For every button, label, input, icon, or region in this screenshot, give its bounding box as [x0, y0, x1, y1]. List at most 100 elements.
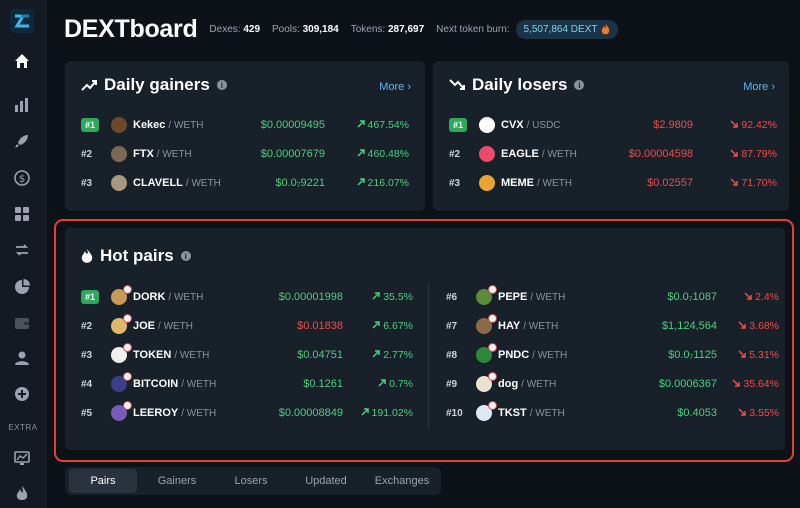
token-price: $0.00001998	[278, 291, 343, 303]
pair-row[interactable]: #3 TOKEN / WETH $0.04751 2.77%	[81, 343, 413, 366]
info-icon[interactable]: i	[180, 251, 191, 261]
tab-losers[interactable]: Losers	[234, 475, 268, 487]
hot-badge-icon	[488, 285, 497, 294]
token-symbol: FTX	[133, 148, 154, 160]
pair-row[interactable]: #3 CLAVELL / WETH $0.0₇9221 216.07%	[81, 172, 409, 194]
token-price: $0.00009495	[260, 119, 325, 131]
token-logo-icon	[476, 401, 497, 421]
quote-token: / WETH	[168, 119, 204, 131]
token-logo-icon	[476, 343, 497, 363]
arrow-down-icon	[730, 149, 739, 157]
header: DEXTboard Dexes: 429 Pools: 309,184 Toke…	[64, 12, 619, 46]
tab-updated[interactable]: Updated	[305, 475, 347, 487]
pair-rank: #10	[446, 407, 463, 419]
burn-badge[interactable]: 5,507,864 DEXT	[515, 19, 619, 39]
token-symbol: TOKEN	[133, 349, 172, 361]
token-symbol: TKST	[498, 407, 527, 419]
plus-icon[interactable]	[11, 383, 33, 405]
pair-row[interactable]: #7 HAY / WETH $1,124,564 3.68%	[446, 314, 779, 337]
quote-token: / WETH	[541, 148, 577, 160]
quote-token: / USDC	[526, 119, 561, 131]
info-icon[interactable]: i	[216, 80, 227, 90]
token-symbol: dog	[498, 378, 519, 390]
price-change: 216.07%	[357, 177, 409, 189]
price-change: 35.64%	[732, 378, 779, 390]
pair-rank: #1	[81, 290, 111, 304]
info-icon[interactable]: i	[574, 80, 585, 90]
pair-rank: #3	[449, 177, 461, 189]
token-price: $0.00004598	[628, 148, 693, 160]
token-symbol: JOE	[133, 320, 156, 332]
arrow-down-icon	[730, 178, 739, 186]
quote-token: / WETH	[158, 320, 194, 332]
wallet-icon[interactable]	[11, 312, 33, 334]
pair-row[interactable]: #1 Kekec / WETH $0.00009495 467.54%	[81, 114, 409, 136]
pair-rank: #2	[449, 148, 461, 160]
arrow-down-icon	[738, 350, 746, 358]
pair-row[interactable]: #2 EAGLE / WETH $0.00004598 87.79%	[449, 143, 777, 165]
quote-token: / WETH	[537, 177, 572, 189]
pair-row[interactable]: #9 dog / WETH $0.0006367 35.64%	[446, 372, 779, 395]
user-icon[interactable]	[11, 347, 33, 369]
pair-row[interactable]: #8 PNDC / WETH $0.0₇1125 5.31%	[446, 343, 779, 366]
trending-down-icon	[449, 79, 465, 90]
pair-row[interactable]: #1 CVX / USDC $2.9809 92.42%	[449, 114, 777, 136]
pair-row[interactable]: #5 LEEROY / WETH $0.00008849 191.02%	[81, 401, 413, 424]
price-change: 6.67%	[372, 320, 413, 332]
tab-pairs[interactable]: Pairs	[69, 469, 137, 493]
hot-pairs-highlight	[54, 219, 794, 462]
price-change: 35.5%	[372, 291, 413, 303]
pair-row[interactable]: #1 DORK / WETH $0.00001998 35.5%	[81, 285, 413, 308]
price-change: 87.79%	[730, 148, 777, 160]
price-change: 71.70%	[730, 177, 777, 189]
losers-more-link[interactable]: More ›	[743, 81, 775, 93]
pair-row[interactable]: #4 BITCOIN / WETH $0.1261 0.7%	[81, 372, 413, 395]
dexes-stat: Dexes: 429	[209, 23, 261, 35]
tab-exchanges[interactable]: Exchanges	[374, 475, 430, 487]
token-logo-icon	[111, 285, 132, 305]
price-change: 467.54%	[357, 119, 409, 131]
arrow-up-icon	[372, 350, 380, 358]
rocket-icon[interactable]	[11, 130, 33, 152]
hot-badge-icon	[123, 401, 132, 410]
gainers-more-link[interactable]: More ›	[379, 81, 411, 93]
quote-token: / WETH	[168, 291, 204, 303]
token-symbol: CLAVELL	[133, 177, 183, 189]
pair-row[interactable]: #3 MEME / WETH $0.02557 71.70%	[449, 172, 777, 194]
price-change: 0.7%	[378, 378, 413, 390]
token-logo-icon	[479, 146, 495, 162]
dextools-logo-icon[interactable]	[9, 8, 35, 34]
daily-gainers-title: Daily gainers i	[81, 75, 227, 95]
daily-losers-card: Daily losers i More › #1 CVX / USDC $2.9809…	[433, 61, 789, 211]
pair-row[interactable]: #2 JOE / WETH $0.01838 6.67%	[81, 314, 413, 337]
page-title: DEXTboard	[64, 14, 198, 43]
tab-gainers[interactable]: Gainers	[157, 475, 197, 487]
apps-icon[interactable]	[11, 203, 33, 225]
arrow-down-icon	[732, 379, 741, 387]
pie-icon[interactable]	[11, 276, 33, 298]
quote-token: / WETH	[521, 378, 557, 390]
chart-icon[interactable]	[11, 94, 33, 116]
swap-icon[interactable]	[11, 239, 33, 261]
token-logo-icon	[476, 314, 497, 334]
hot-badge-icon	[123, 314, 132, 323]
sidebar: $ EXTRA	[0, 0, 46, 508]
trending-up-icon	[81, 80, 97, 91]
quote-token: / WETH	[530, 291, 566, 303]
pair-row[interactable]: #10 TKST / WETH $0.4053 3.55%	[446, 401, 779, 424]
hot-badge-icon	[488, 343, 497, 352]
monitor-icon[interactable]	[11, 447, 33, 469]
quote-token: / WETH	[181, 378, 217, 390]
pair-rank: #4	[81, 378, 93, 390]
dollar-icon[interactable]: $	[11, 167, 33, 189]
token-logo-icon	[476, 372, 497, 392]
token-symbol: BITCOIN	[133, 378, 179, 390]
token-symbol: CVX	[501, 119, 524, 131]
hot-badge-icon	[123, 343, 132, 352]
pair-row[interactable]: #6 PEPE / WETH $0.0₇1087 2.4%	[446, 285, 779, 308]
home-icon[interactable]	[11, 50, 33, 72]
pair-rank: #3	[81, 177, 93, 189]
token-logo-icon	[479, 175, 495, 191]
fire-icon[interactable]	[11, 483, 33, 505]
pair-row[interactable]: #2 FTX / WETH $0.00007679 460.48%	[81, 143, 409, 165]
